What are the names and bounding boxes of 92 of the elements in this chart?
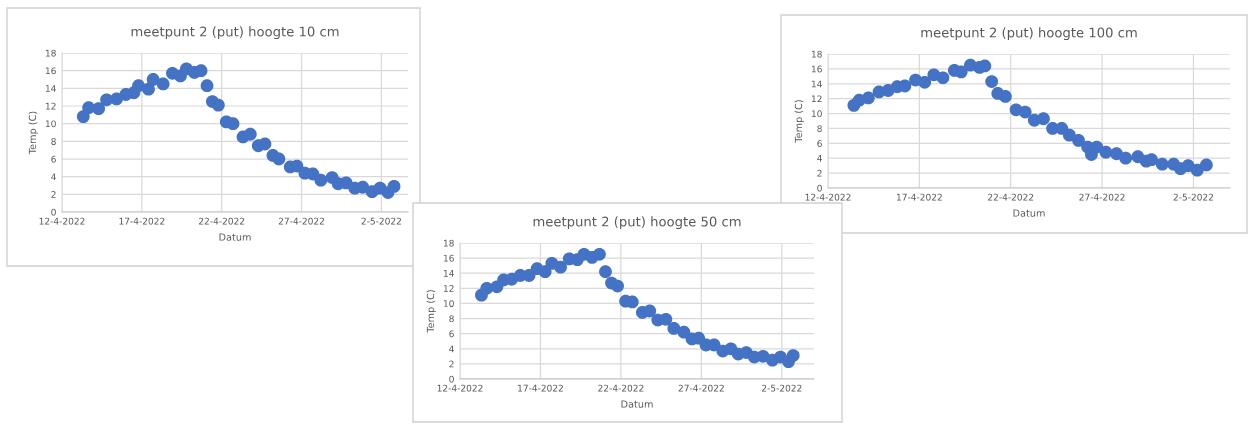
point	[142, 82, 155, 96]
point	[898, 79, 912, 93]
point	[1037, 112, 1050, 126]
point	[156, 77, 170, 91]
y-tick-label: 8	[51, 138, 56, 145]
x-tick-label: 22-4-2022	[598, 384, 644, 392]
point	[985, 75, 999, 88]
x-axis-title: Datum	[219, 233, 251, 241]
x-tick-label: 17-4-2022	[119, 217, 165, 225]
point	[936, 71, 950, 85]
point	[1199, 158, 1213, 172]
y-tick-label: 12	[811, 95, 822, 103]
point	[554, 260, 567, 274]
point	[1145, 153, 1158, 167]
y-tick-label: 0	[817, 184, 822, 192]
x-tick-label: 2-5-2022	[361, 217, 401, 225]
y-tick-label: 2	[449, 360, 454, 368]
point	[258, 137, 272, 151]
x-tick-label: 27-4-2022	[1079, 193, 1125, 201]
point	[998, 90, 1012, 103]
y-tick-label: 12	[443, 285, 454, 292]
point	[387, 179, 401, 193]
x-tick-label: 22-4-2022	[198, 217, 245, 225]
x-axis-title: Datum	[1013, 209, 1045, 217]
y-tick-label: 16	[443, 254, 454, 262]
chart-title: meetpunt 2 (put) hoogte 10 cm	[131, 26, 339, 40]
x-tick-label: 2-5-2022	[761, 384, 802, 392]
y-tick-label: 0	[51, 208, 56, 216]
x-tick-label: 2-5-2022	[1173, 193, 1214, 201]
x-tick-label: 27-4-2022	[678, 384, 724, 392]
y-axis-title: Temp (C)	[794, 100, 805, 143]
chart-title: meetpunt 2 (put) hoogte 50 cm	[533, 216, 741, 230]
point	[1155, 157, 1169, 171]
point	[1090, 140, 1104, 154]
x-tick-label: 12-4-2022	[805, 193, 851, 201]
y-tick-label: 14	[443, 270, 454, 277]
point	[200, 79, 214, 93]
x-tick-label: 12-4-2022	[437, 384, 483, 392]
point	[667, 321, 681, 335]
y-tick-label: 18	[811, 50, 822, 58]
point	[314, 173, 328, 187]
x-tick-label: 12-4-2022	[39, 217, 85, 225]
y-axis-title: Temp (C)	[28, 111, 39, 155]
point	[659, 312, 673, 326]
y-tick-label: 0	[449, 375, 454, 383]
y-tick-label: 8	[817, 125, 822, 132]
point	[1119, 151, 1133, 165]
y-tick-label: 18	[443, 239, 454, 247]
point	[861, 91, 875, 105]
point	[146, 73, 160, 86]
x-tick-label: 17-4-2022	[896, 193, 942, 201]
y-axis-title: Temp (C)	[426, 290, 437, 333]
x-tick-label: 22-4-2022	[988, 193, 1034, 201]
y-tick-label: 14	[811, 80, 822, 88]
y-tick-label: 18	[45, 49, 56, 57]
point	[243, 127, 257, 141]
point	[522, 269, 536, 282]
y-tick-label: 4	[817, 155, 822, 162]
y-tick-label: 6	[449, 330, 454, 338]
point	[194, 64, 208, 78]
y-tick-label: 10	[811, 110, 822, 118]
y-tick-label: 8	[449, 315, 454, 323]
point	[1072, 133, 1085, 147]
point	[211, 98, 225, 112]
point	[611, 279, 624, 293]
point	[1018, 105, 1032, 119]
x-tick-label: 17-4-2022	[518, 384, 563, 392]
y-tick-label: 6	[51, 155, 56, 163]
x-tick-label: 27-4-2022	[278, 217, 324, 225]
point	[599, 265, 612, 279]
point	[226, 117, 240, 131]
point	[643, 304, 657, 318]
chart-title: meetpunt 2 (put) hoogte 100 cm	[921, 27, 1137, 41]
point	[92, 102, 105, 116]
y-tick-label: 2	[817, 169, 822, 177]
point	[593, 247, 606, 261]
point	[1099, 145, 1113, 159]
point	[272, 152, 286, 166]
y-tick-label: 4	[449, 345, 454, 353]
y-tick-label: 14	[45, 85, 56, 92]
y-tick-label: 10	[443, 300, 454, 307]
y-tick-label: 6	[817, 140, 822, 147]
point	[954, 65, 968, 79]
y-tick-label: 4	[51, 173, 56, 181]
y-tick-label: 16	[45, 67, 56, 75]
point	[918, 75, 932, 89]
x-axis-title: Datum	[621, 400, 653, 408]
point	[786, 349, 800, 362]
y-tick-label: 16	[811, 65, 822, 73]
y-tick-label: 10	[45, 120, 56, 128]
y-tick-label: 2	[51, 191, 56, 198]
y-tick-label: 12	[45, 102, 56, 110]
